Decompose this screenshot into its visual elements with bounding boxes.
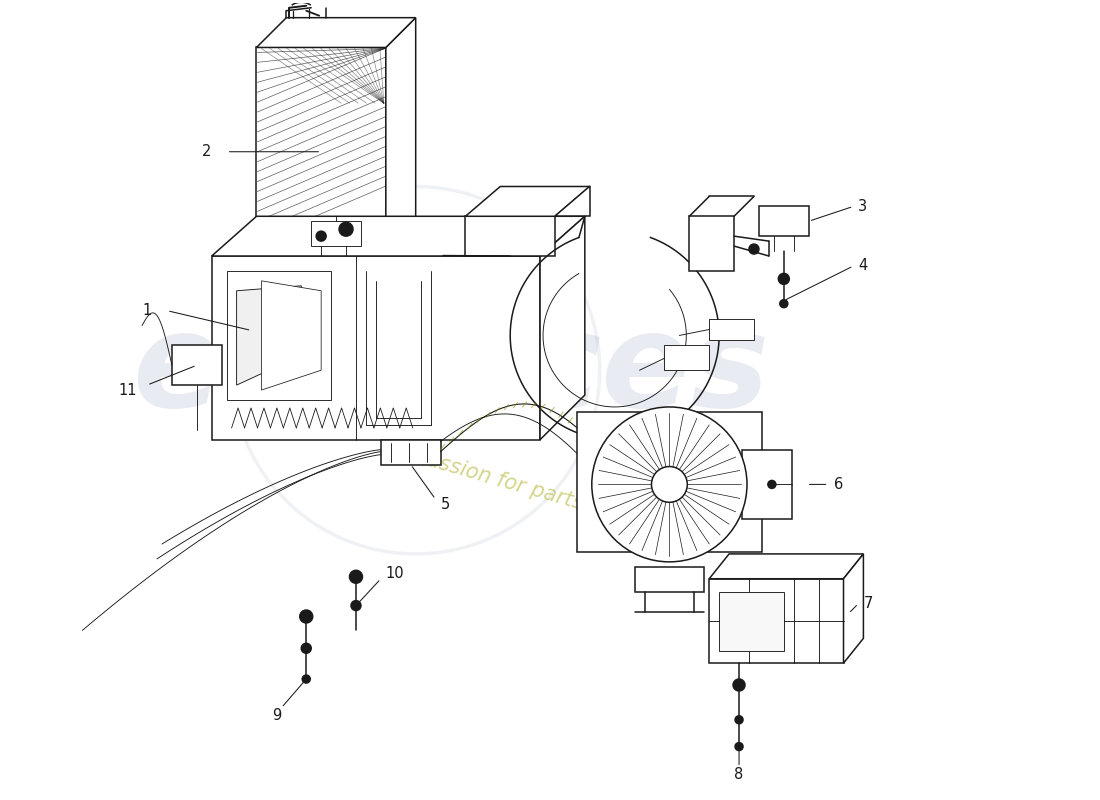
Polygon shape [172, 346, 222, 385]
Polygon shape [710, 318, 754, 341]
Polygon shape [690, 216, 734, 271]
Polygon shape [227, 271, 331, 400]
Polygon shape [556, 186, 590, 216]
Text: 8: 8 [735, 767, 744, 782]
Polygon shape [256, 18, 416, 47]
Text: 3: 3 [858, 199, 868, 214]
Polygon shape [844, 554, 864, 663]
Polygon shape [465, 186, 590, 216]
Circle shape [651, 466, 688, 502]
Circle shape [302, 675, 310, 683]
Polygon shape [381, 440, 441, 465]
Text: 4: 4 [858, 258, 868, 274]
Polygon shape [719, 592, 784, 651]
Circle shape [733, 679, 745, 691]
Circle shape [300, 610, 312, 623]
Polygon shape [256, 47, 386, 246]
Text: 6: 6 [834, 477, 843, 492]
Polygon shape [386, 18, 416, 246]
Circle shape [735, 716, 743, 724]
Circle shape [316, 231, 326, 241]
Text: 11: 11 [119, 382, 138, 398]
Text: 2: 2 [202, 144, 211, 159]
Polygon shape [742, 450, 792, 519]
Polygon shape [664, 346, 710, 370]
Circle shape [780, 300, 788, 308]
Polygon shape [540, 216, 585, 440]
Polygon shape [211, 256, 540, 440]
Circle shape [592, 407, 747, 562]
Circle shape [735, 742, 743, 750]
Circle shape [339, 222, 353, 236]
Polygon shape [311, 222, 361, 246]
Text: 9: 9 [272, 708, 280, 723]
Circle shape [749, 244, 759, 254]
Text: 1: 1 [143, 303, 152, 318]
Circle shape [301, 643, 311, 654]
Circle shape [768, 481, 776, 488]
Polygon shape [710, 578, 844, 663]
Polygon shape [710, 554, 864, 578]
Circle shape [779, 274, 790, 284]
Polygon shape [262, 281, 321, 390]
Polygon shape [635, 567, 704, 592]
Text: ces: ces [430, 306, 769, 434]
Text: 10: 10 [386, 566, 405, 582]
Polygon shape [576, 412, 762, 552]
Text: 5: 5 [441, 497, 450, 512]
Circle shape [351, 601, 361, 610]
Polygon shape [465, 216, 556, 256]
Text: a passion for parts  since 1985: a passion for parts since 1985 [393, 441, 707, 548]
Polygon shape [211, 216, 585, 256]
Polygon shape [236, 286, 301, 385]
Circle shape [350, 570, 363, 583]
Text: 7: 7 [864, 596, 872, 611]
Polygon shape [759, 206, 808, 236]
Text: eur: eur [132, 306, 381, 434]
